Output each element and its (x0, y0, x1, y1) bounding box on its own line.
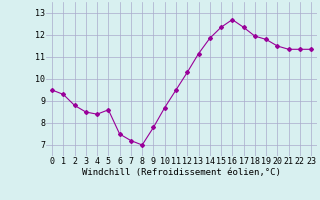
X-axis label: Windchill (Refroidissement éolien,°C): Windchill (Refroidissement éolien,°C) (82, 168, 281, 177)
